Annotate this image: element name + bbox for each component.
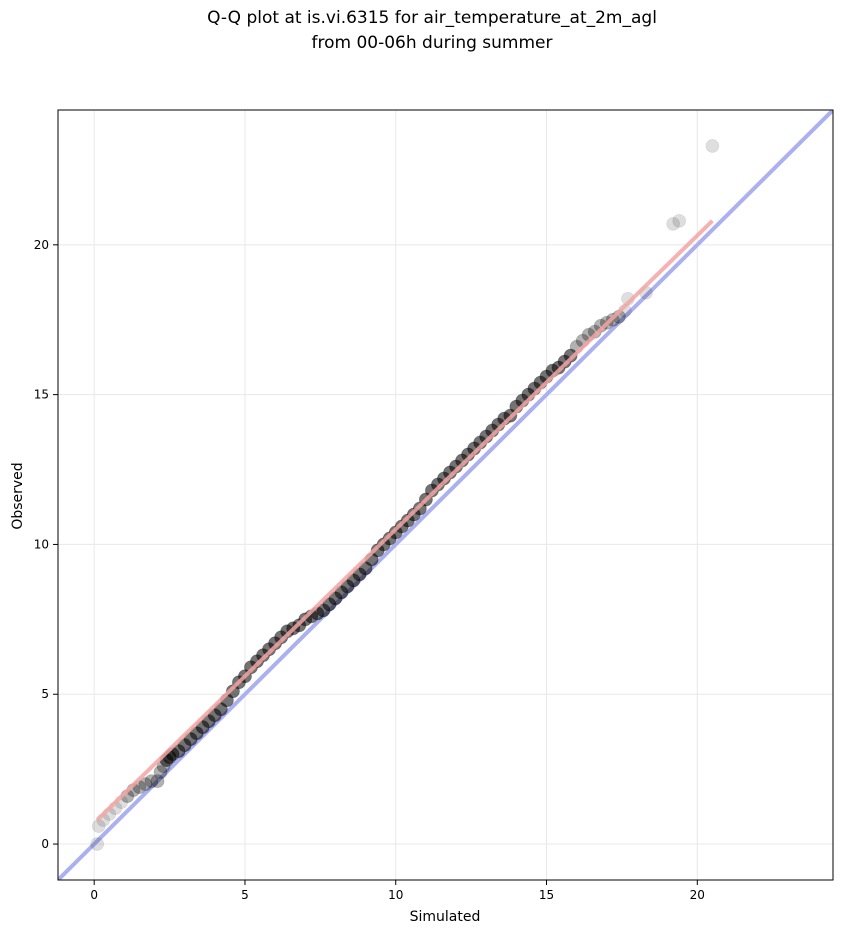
x-tick-label: 20 xyxy=(690,888,705,902)
x-tick-label: 5 xyxy=(241,888,249,902)
chart-title-line-1: Q-Q plot at is.vi.6315 for air_temperatu… xyxy=(207,8,657,28)
fit-line xyxy=(95,219,714,822)
plot-area: 0 5 10 15 20 0 5 10 15 20 xyxy=(34,109,834,902)
data-point xyxy=(150,774,165,789)
data-point xyxy=(672,213,687,228)
y-tick-label: 10 xyxy=(34,537,49,551)
plot-clip-group xyxy=(58,110,833,880)
x-axis-label: Simulated xyxy=(410,909,481,925)
y-axis-label: Observed xyxy=(10,462,26,529)
x-tick-label: 0 xyxy=(90,888,98,902)
plot-frame xyxy=(57,109,834,881)
x-tick-label: 15 xyxy=(539,888,554,902)
data-point xyxy=(144,774,159,789)
data-point xyxy=(138,777,153,792)
chart-title-line-2: from 00-06h during summer xyxy=(312,33,553,53)
data-point xyxy=(563,348,578,363)
data-point xyxy=(153,765,168,780)
y-tick-label: 15 xyxy=(34,388,49,402)
x-tick-label: 10 xyxy=(388,888,403,902)
data-point xyxy=(666,216,681,231)
y-tick-label: 20 xyxy=(34,238,49,252)
chart-title: Q-Q plot at is.vi.6315 for air_temperatu… xyxy=(207,8,657,53)
y-tick-label: 0 xyxy=(41,837,49,851)
y-tick-label: 5 xyxy=(41,687,49,701)
identity-line xyxy=(58,110,833,880)
data-point xyxy=(705,139,720,153)
data-point xyxy=(90,837,105,851)
